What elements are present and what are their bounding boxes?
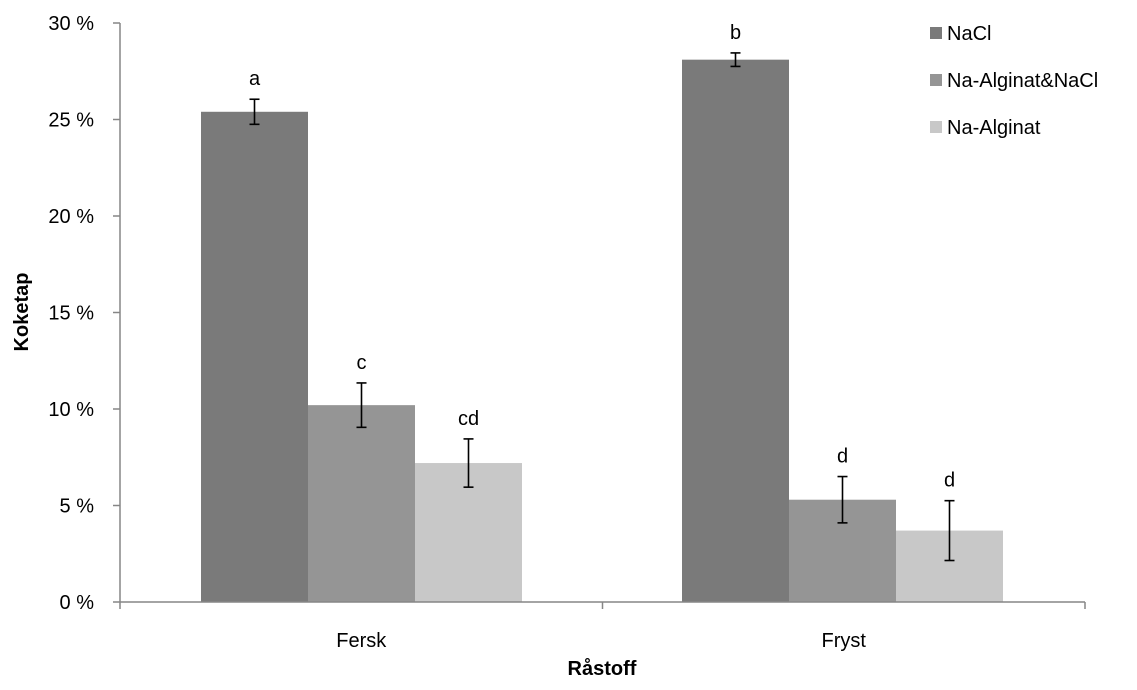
y-tick-label: 10 % [48,399,94,421]
legend-label: NaCl [947,23,991,45]
y-tick-label: 25 % [48,110,94,132]
y-tick-label: 15 % [48,303,94,325]
data-label: c [357,352,367,374]
legend-label: Na-Alginat&NaCl [947,70,1098,92]
bar [201,111,308,602]
data-label: d [837,446,848,468]
x-axis-title: Råstoff [568,657,637,680]
legend-swatch [930,74,942,86]
data-label: cd [458,408,479,430]
bar [308,405,415,602]
legend-swatch [930,121,942,133]
legend: NaCl Na-Alginat&NaCl Na-Alginat [930,23,1098,139]
y-axis-title: Koketap [11,273,33,352]
legend-swatch [930,27,942,39]
bar [682,59,789,603]
x-tick-label: Fryst [822,630,867,652]
data-label: b [730,22,741,44]
axes: Råstoff Koketap 0 % 5 % 10 % 15 % 20 % 25 % 30… [11,13,1086,680]
data-label: a [249,68,261,90]
data-label: d [944,470,955,492]
y-tick-label: 5 % [60,496,95,518]
y-tick-label: 0 % [60,592,95,614]
y-tick-label: 30 % [48,13,94,35]
legend-label: Na-Alginat [947,117,1041,139]
x-tick-label: Fersk [336,630,387,652]
y-tick-label: 20 % [48,206,94,228]
